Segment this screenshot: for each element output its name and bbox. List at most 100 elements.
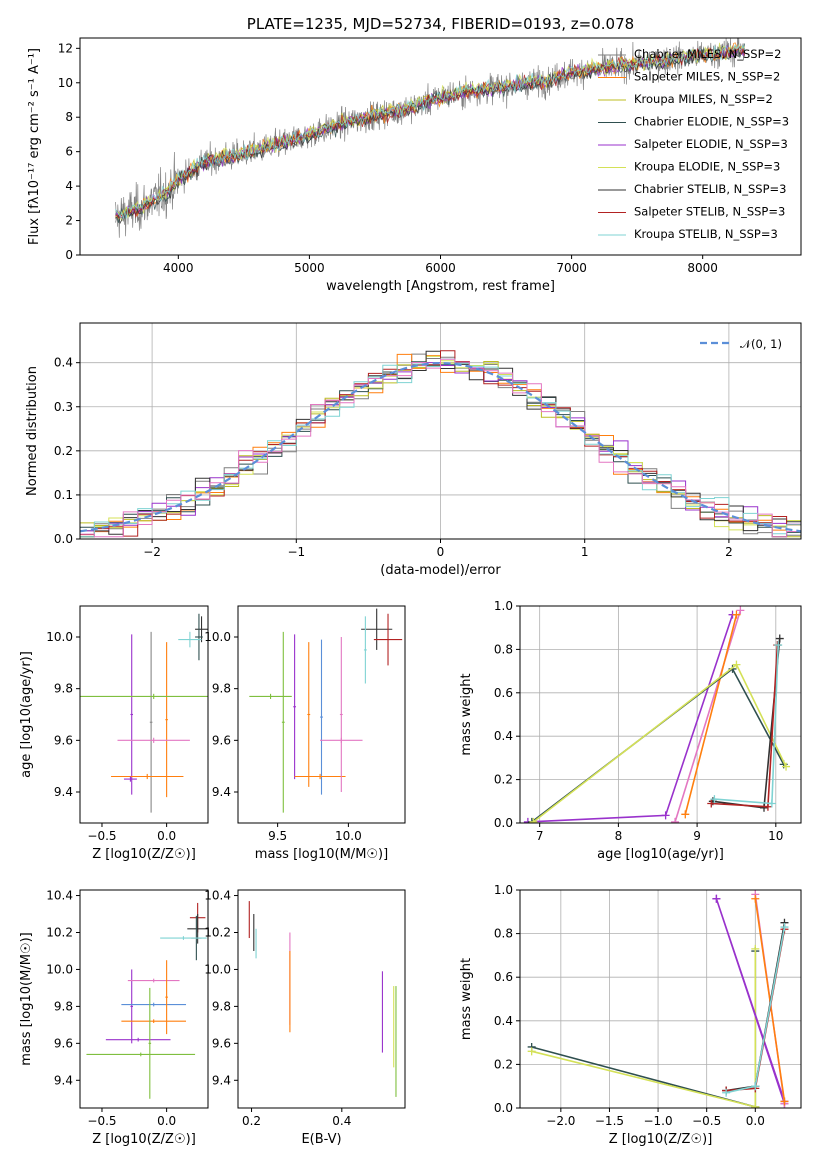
x-tick-label: 4000 bbox=[163, 261, 194, 275]
chart-title: PLATE=1235, MJD=52734, FIBERID=0193, z=0… bbox=[247, 15, 634, 33]
errorbar-point bbox=[165, 642, 168, 798]
x-tick-label: 0.0 bbox=[157, 1114, 176, 1128]
y-tick-label: 9.4 bbox=[212, 785, 231, 799]
y-tick-label: 9.6 bbox=[212, 1036, 231, 1050]
x-tick-label: 7000 bbox=[556, 261, 587, 275]
y-tick-label: 9.8 bbox=[54, 999, 73, 1013]
histogram-9 bbox=[80, 358, 801, 538]
y-tick-label: 0.3 bbox=[54, 400, 73, 414]
y-tick-label: 4 bbox=[65, 179, 73, 193]
x-tick-label: 0 bbox=[437, 545, 445, 559]
y-tick-label: 10.4 bbox=[204, 889, 231, 903]
y-tick-label: 0.4 bbox=[54, 356, 73, 370]
errorbar-point bbox=[281, 631, 285, 813]
plus-marker bbox=[774, 641, 783, 650]
weight-line-1 bbox=[674, 610, 742, 823]
y-tick-label: 0 bbox=[65, 248, 73, 262]
y-tick-label: 9.4 bbox=[212, 1073, 231, 1087]
gridlines bbox=[520, 606, 801, 823]
x-tick-label: 5000 bbox=[294, 261, 325, 275]
errorbar-point bbox=[320, 639, 323, 795]
errorbar-point bbox=[373, 613, 403, 666]
errorbar-point bbox=[165, 960, 168, 1035]
plus-marker bbox=[767, 799, 776, 808]
legend-label: Chabrier MILES, N_SSP=2 bbox=[634, 47, 781, 61]
x-tick-label: 6000 bbox=[425, 261, 456, 275]
errorbar-point bbox=[130, 634, 134, 795]
y-tick-label: 0.2 bbox=[54, 444, 73, 458]
errorbar-point bbox=[178, 631, 202, 648]
x-tick-label: −1.0 bbox=[643, 1114, 672, 1128]
axes-frame bbox=[237, 889, 406, 1109]
x-axis-label: (data-model)/error bbox=[380, 563, 501, 578]
plot-area-residuals bbox=[80, 323, 801, 539]
y-tick-label: 0.4 bbox=[494, 1014, 513, 1028]
y-tick-label: 0.0 bbox=[494, 1101, 513, 1115]
x-tick-label: −2 bbox=[143, 545, 161, 559]
errorbar-point bbox=[105, 1037, 171, 1042]
y-tick-label: 0.0 bbox=[494, 816, 513, 830]
y-tick-label: 1.0 bbox=[494, 599, 513, 613]
legend: 𝒩(0, 1) bbox=[700, 337, 782, 351]
legend-label: Kroupa MILES, N_SSP=2 bbox=[634, 92, 773, 106]
legend-label: Kroupa ELODIE, N_SSP=3 bbox=[634, 160, 780, 174]
y-tick-label: 9.6 bbox=[54, 733, 73, 747]
plot-area-massweight-vs-age bbox=[520, 606, 801, 823]
errorbar-point bbox=[123, 776, 137, 782]
y-axis-label: Flux [fλ10⁻¹⁷ erg cm⁻² s⁻¹ A⁻¹] bbox=[27, 48, 42, 245]
y-tick-label: 8 bbox=[65, 110, 73, 124]
plot-area-age-vs-z bbox=[80, 613, 208, 813]
y-tick-label: 0.1 bbox=[54, 488, 73, 502]
y-tick-label: 10.0 bbox=[204, 630, 231, 644]
panel-age-vs-z: −0.5 0.0 9.4 9.6 9.8 10.0 Z [log10(Z/Z☉)] age [… bbox=[19, 605, 209, 862]
y-axis-label: Normed distribution bbox=[25, 366, 40, 496]
plus-marker bbox=[707, 799, 716, 808]
y-tick-label: 9.8 bbox=[54, 682, 73, 696]
errorbar-point bbox=[121, 1002, 187, 1007]
y-tick-label: 10.2 bbox=[204, 925, 231, 939]
errorbar-point bbox=[130, 969, 134, 1044]
x-tick-label: −1.5 bbox=[595, 1114, 624, 1128]
plus-marker bbox=[712, 894, 721, 903]
plus-marker bbox=[661, 811, 670, 820]
errorbar-point bbox=[293, 634, 297, 780]
weight-line-2 bbox=[684, 614, 738, 815]
x-tick-label: 8000 bbox=[687, 261, 718, 275]
y-axis-label: mass weight bbox=[459, 673, 474, 755]
weight-line-0 bbox=[527, 614, 734, 823]
legend-label: 𝒩(0, 1) bbox=[740, 337, 782, 351]
y-tick-label: 0.8 bbox=[494, 642, 513, 656]
errorbar-point bbox=[195, 613, 203, 661]
axes-frame bbox=[79, 37, 802, 256]
y-tick-label: 0.2 bbox=[494, 773, 513, 787]
y-tick-label: 10.2 bbox=[46, 925, 73, 939]
y-tick-label: 0.0 bbox=[54, 532, 73, 546]
x-tick-label: 10 bbox=[768, 829, 783, 843]
gaussian-curve bbox=[80, 361, 801, 533]
x-tick-label: 0.0 bbox=[746, 1114, 765, 1128]
x-tick-label: −2.0 bbox=[546, 1114, 575, 1128]
plus-marker bbox=[529, 817, 538, 823]
plus-marker bbox=[751, 894, 760, 903]
plus-marker bbox=[527, 1047, 536, 1056]
x-tick-label: 7 bbox=[536, 829, 544, 843]
y-tick-label: 0.2 bbox=[494, 1057, 513, 1071]
plus-marker bbox=[732, 610, 741, 619]
y-tick-label: 9.4 bbox=[54, 785, 73, 799]
y-tick-label: 10 bbox=[58, 76, 73, 90]
plus-marker bbox=[780, 1097, 789, 1106]
x-axis-label: wavelength [Angstrom, rest frame] bbox=[326, 279, 555, 294]
errorbar-point bbox=[307, 642, 311, 787]
axes-frame bbox=[519, 605, 802, 824]
plus-marker bbox=[782, 762, 791, 771]
x-tick-label: 9 bbox=[693, 829, 701, 843]
weight-line-2 bbox=[715, 898, 786, 1104]
legend-label: Salpeter ELODIE, N_SSP=3 bbox=[634, 137, 788, 151]
plus-marker bbox=[751, 1082, 760, 1091]
y-tick-label: 0.6 bbox=[494, 970, 513, 984]
y-tick-label: 12 bbox=[58, 41, 73, 55]
weight-line-6 bbox=[711, 645, 779, 808]
y-tick-label: 6 bbox=[65, 145, 73, 159]
errorbar-point bbox=[361, 608, 393, 650]
